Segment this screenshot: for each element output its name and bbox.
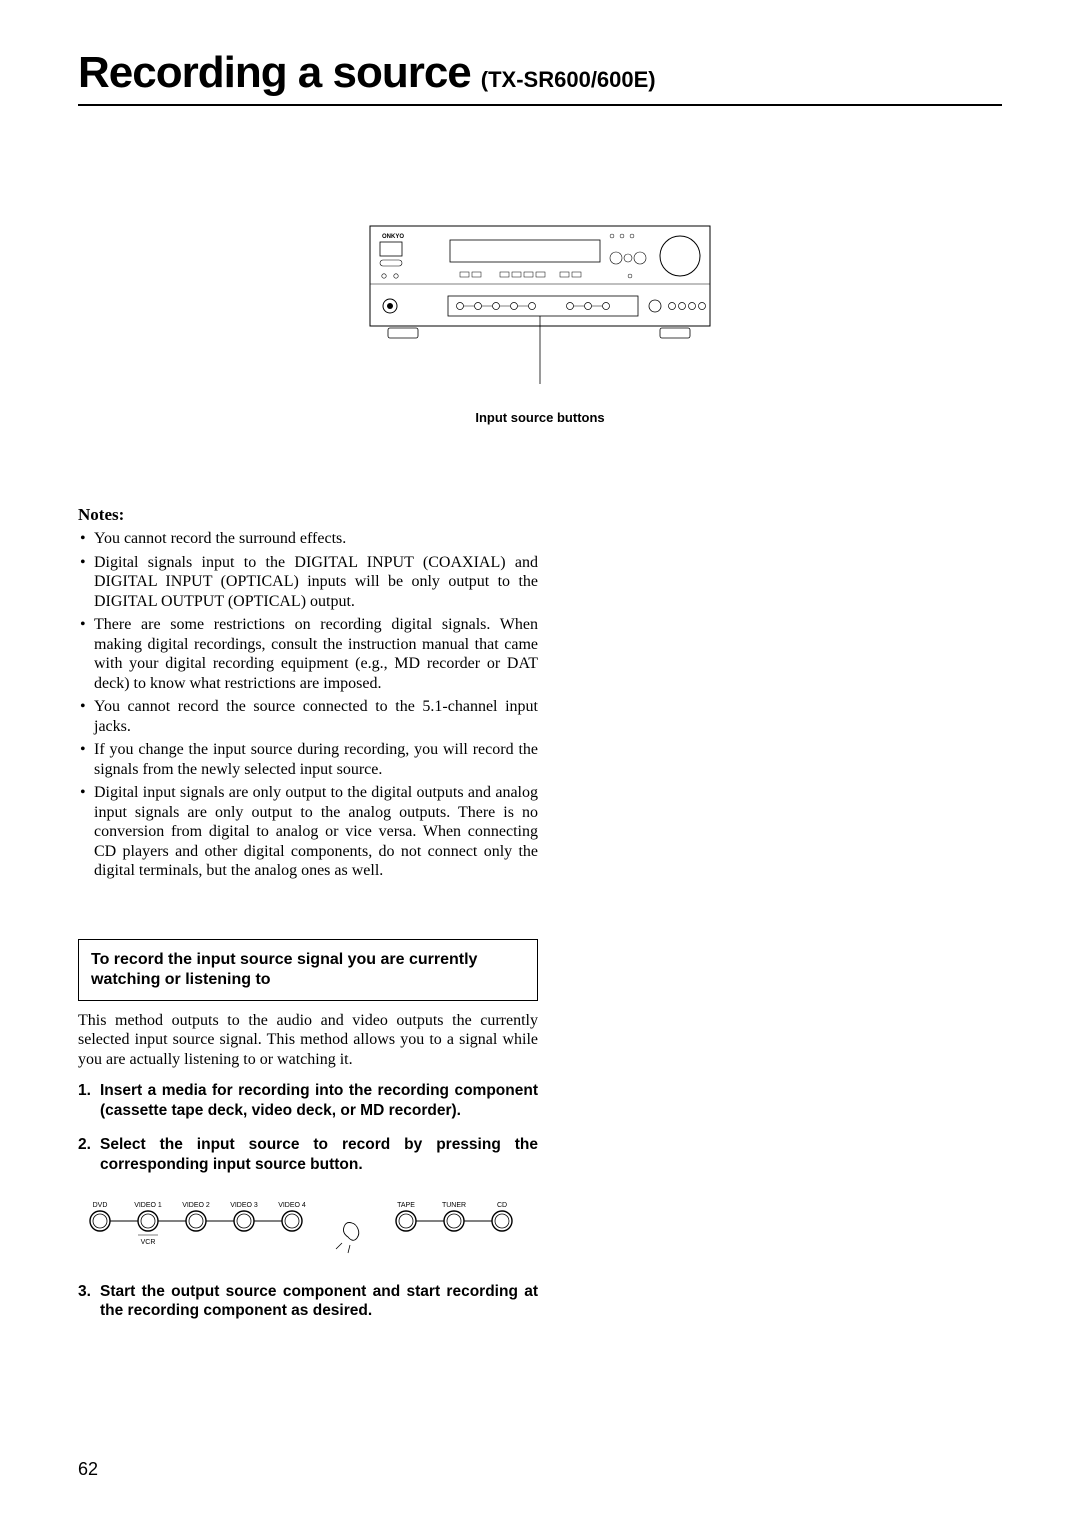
step-text: Select the input source to record by pre… (100, 1136, 538, 1173)
device-caption: Input source buttons (78, 410, 1002, 425)
svg-text:VIDEO 1: VIDEO 1 (134, 1202, 162, 1209)
step-number: 3. (78, 1282, 91, 1302)
step-item: 2. Select the input source to record by p… (78, 1135, 538, 1175)
svg-text:DVD: DVD (93, 1202, 108, 1209)
notes-list: You cannot record the surround effects. D… (78, 529, 538, 881)
device-diagram: ONKYO (78, 216, 1002, 386)
note-item: Digital signals input to the DIGITAL INP… (78, 553, 538, 612)
page-number: 62 (78, 1459, 98, 1480)
section-box-text: To record the input source signal you ar… (91, 950, 525, 990)
step-text: Insert a media for recording into the re… (100, 1082, 538, 1119)
input-source-buttons-diagram: DVD VIDEO 1 VIDEO 2 VIDEO 3 VIDEO 4 VCR TAPE TU… (78, 1189, 538, 1264)
notes-section: Notes: You cannot record the surround ef… (78, 505, 1002, 881)
svg-text:TAPE: TAPE (397, 1202, 415, 1209)
step-number: 2. (78, 1135, 91, 1155)
note-item: If you change the input source during re… (78, 740, 538, 779)
step-item: 3. Start the output source component and … (78, 1282, 538, 1322)
step-text: Start the output source component and st… (100, 1283, 538, 1320)
page-title-container: Recording a source (TX-SR600/600E) (78, 48, 1002, 106)
svg-text:VIDEO 2: VIDEO 2 (182, 1202, 210, 1209)
svg-text:VIDEO 4: VIDEO 4 (278, 1202, 306, 1209)
step-item: 1. Insert a media for recording into the … (78, 1081, 538, 1121)
steps-list: 1. Insert a media for recording into the … (78, 1081, 538, 1321)
svg-text:ONKYO: ONKYO (382, 234, 404, 240)
svg-text:VCR: VCR (141, 1239, 156, 1246)
title-sub: (TX-SR600/600E) (481, 67, 656, 92)
svg-text:CD: CD (497, 1202, 507, 1209)
note-item: You cannot record the surround effects. (78, 529, 538, 549)
method-paragraph: This method outputs to the audio and vid… (78, 1011, 538, 1070)
notes-heading: Notes: (78, 505, 1002, 525)
svg-text:TUNER: TUNER (442, 1202, 466, 1209)
section-box: To record the input source signal you ar… (78, 939, 538, 1001)
note-item: You cannot record the source connected t… (78, 697, 538, 736)
title-main: Recording a source (78, 48, 471, 97)
step-number: 1. (78, 1081, 91, 1101)
receiver-front-panel-icon: ONKYO (360, 216, 720, 386)
note-item: Digital input signals are only output to… (78, 783, 538, 881)
note-item: There are some restrictions on recording… (78, 615, 538, 693)
svg-text:VIDEO 3: VIDEO 3 (230, 1202, 258, 1209)
